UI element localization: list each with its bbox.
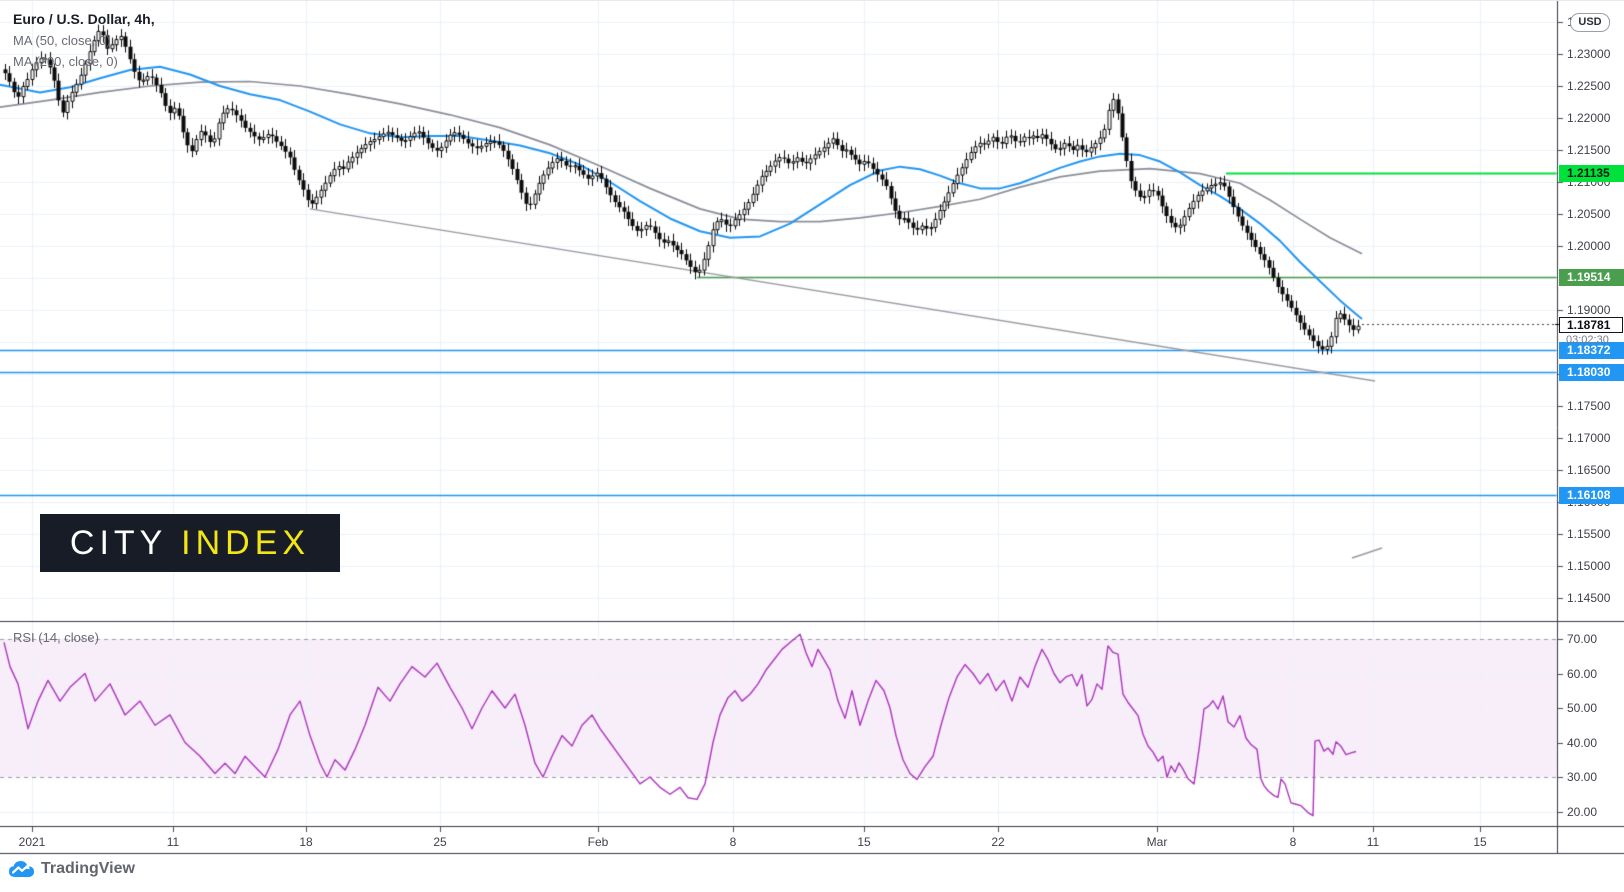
- rsi-tick-label: 30.00: [1567, 770, 1598, 784]
- tradingview-logo-text: TradingView: [41, 860, 135, 877]
- current-price-label: 1.18781: [1559, 316, 1623, 333]
- price-tick-label: 1.21500: [1567, 143, 1611, 157]
- rsi-tick-label: 20.00: [1567, 804, 1598, 819]
- rsi-tick-label: 60.00: [1567, 666, 1598, 681]
- time-tick-label: 11: [1366, 835, 1380, 849]
- price-tick-label: 1.15500: [1567, 527, 1611, 541]
- tradingview-cloud-icon: [9, 861, 34, 877]
- city-index-logo-text: CITY INDEX: [69, 524, 311, 562]
- rsi-tick-label: 40.00: [1567, 735, 1598, 750]
- price-tick-label: 1.19000: [1567, 303, 1611, 317]
- price-tick-label: 1.16500: [1567, 463, 1611, 477]
- time-tick-label: 15: [1473, 835, 1487, 849]
- currency-toggle-button[interactable]: USD: [1570, 13, 1610, 32]
- level-price-label: 1.18030: [1559, 363, 1624, 381]
- level-price-label: 1.19514: [1559, 268, 1624, 286]
- price-tick-label: 1.17000: [1567, 431, 1611, 445]
- price-tick-label: 1.20500: [1567, 207, 1611, 221]
- time-tick-label: 8: [1289, 835, 1297, 849]
- time-tick-label: 8: [729, 835, 737, 849]
- level-price-label: 1.16108: [1559, 486, 1624, 504]
- level-price-label: 1.18372: [1559, 341, 1624, 359]
- city-index-logo: CITY INDEX: [40, 514, 340, 572]
- price-tick-label: 1.14500: [1567, 591, 1611, 605]
- time-tick-label: 2021: [18, 835, 46, 849]
- price-axis[interactable]: 1.235001.230001.225001.220001.215001.210…: [1557, 1, 1624, 854]
- time-tick-label: 22: [991, 835, 1005, 849]
- price-tick-label: 1.23000: [1567, 47, 1611, 61]
- rsi-tick-label: 50.00: [1567, 701, 1598, 715]
- price-tick-label: 1.17500: [1567, 399, 1611, 413]
- price-tick-label: 1.22500: [1567, 79, 1611, 93]
- countdown-timer: 03:02:30: [1566, 333, 1609, 346]
- time-tick-label: Feb: [587, 835, 609, 849]
- time-tick-label: Mar: [1146, 835, 1168, 849]
- price-tick-label: 1.20000: [1567, 239, 1611, 253]
- time-tick-label: 18: [299, 835, 313, 849]
- price-tick-label: 1.22000: [1567, 111, 1611, 125]
- rsi-legend[interactable]: RSI (14, close): [13, 630, 99, 645]
- time-tick-label: 25: [433, 835, 447, 849]
- tradingview-attribution[interactable]: TradingView: [8, 860, 135, 878]
- level-price-label: 1.21135: [1559, 164, 1624, 182]
- price-tick-label: 1.15000: [1567, 559, 1611, 573]
- time-tick-label: 11: [166, 835, 180, 849]
- rsi-tick-label: 70.00: [1567, 632, 1598, 646]
- time-tick-label: 15: [857, 835, 871, 849]
